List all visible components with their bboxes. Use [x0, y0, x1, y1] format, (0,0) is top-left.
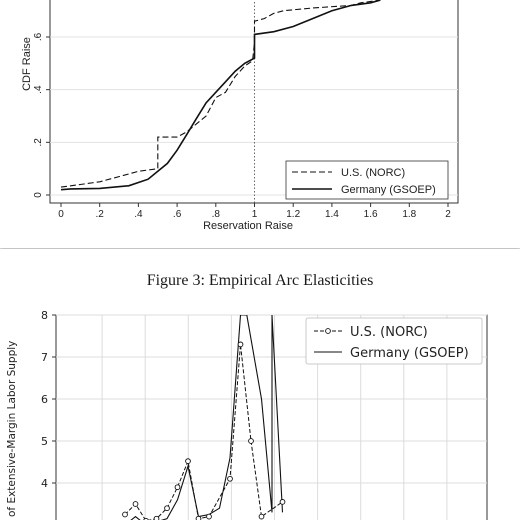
us-norc-marker	[227, 475, 233, 482]
legend-label-germany: Germany (GSOEP)	[350, 346, 469, 361]
x-tick-label: 1.6	[364, 209, 378, 220]
x-tick-label: 1.8	[402, 209, 416, 220]
y-tick-label: 5	[41, 435, 48, 448]
us-norc-marker	[153, 515, 160, 520]
legend-label-us: U.S. (NORC)	[341, 167, 405, 179]
us-norc-marker	[195, 515, 202, 520]
us-norc-marker	[185, 458, 191, 465]
arc-elasticity-chart: 8 7 6 5 4 of Extensive-Margin Labor Supply U.S…	[6, 309, 488, 520]
us-norc-marker	[279, 499, 286, 505]
legend-label-germany: Germany (GSOEP)	[341, 184, 436, 196]
x-tick-label: 1.2	[286, 209, 300, 220]
y-tick-label: 7	[41, 351, 48, 364]
us-norc-marker	[258, 513, 265, 520]
us-norc-elasticity-line	[124, 344, 283, 520]
x-tick-label: 2	[445, 209, 451, 220]
us-norc-marker	[206, 513, 212, 520]
x-tick-label: .2	[96, 209, 105, 220]
y-tick-label: 8	[41, 309, 48, 322]
cdf-figure-panel: 0 .2 .4 .6 0 .2 .4 .6 .8 1 1.2 1.4 1.6 1.8 2 Reservatio…	[0, 0, 520, 248]
x-tick-label: .6	[173, 209, 182, 220]
y-tick-label: .6	[33, 32, 44, 41]
y-tick-label: 0	[33, 192, 44, 198]
figure-caption: Figure 3: Empirical Arc Elasticities	[146, 272, 374, 289]
cdf-raise-chart: 0 .2 .4 .6 0 .2 .4 .6 .8 1 1.2 1.4 1.6 1.8 2 Reservatio…	[21, 0, 459, 232]
legend-label-us: U.S. (NORC)	[350, 325, 428, 340]
us-norc-marker	[122, 511, 128, 518]
us-norc-marker	[174, 484, 181, 491]
us-norc-marker	[132, 501, 139, 507]
y-tick-label: .2	[33, 138, 44, 147]
us-norc-marker	[164, 505, 170, 512]
legend-box	[285, 160, 449, 200]
x-tick-label: 1	[252, 209, 258, 220]
y-tick-label: 4	[41, 477, 48, 490]
us-norc-marker	[237, 341, 244, 348]
germany-gsoep-elasticity-line	[130, 315, 284, 520]
elasticity-figure-panel: 8 7 6 5 4 of Extensive-Margin Labor Supply U.S…	[0, 297, 520, 520]
y-tick-label: 6	[41, 393, 48, 406]
legend-box	[305, 317, 483, 365]
y-axis-label: of Extensive-Margin Labor Supply	[6, 341, 18, 517]
y-tick-label: .4	[33, 85, 44, 94]
x-tick-label: .8	[212, 209, 221, 220]
caption-band	[0, 249, 520, 297]
us-norc-marker	[248, 438, 254, 444]
x-tick-label: 0	[58, 209, 64, 220]
x-tick-label: .4	[134, 209, 143, 220]
us-norc-cdf-line	[60, 0, 381, 188]
germany-gsoep-cdf-line	[60, 0, 381, 191]
y-axis-label: CDF Raise	[21, 37, 33, 91]
x-tick-label: 1.4	[325, 209, 339, 220]
legend-marker-us	[325, 328, 331, 334]
x-axis-label: Reservation Raise	[203, 220, 293, 232]
